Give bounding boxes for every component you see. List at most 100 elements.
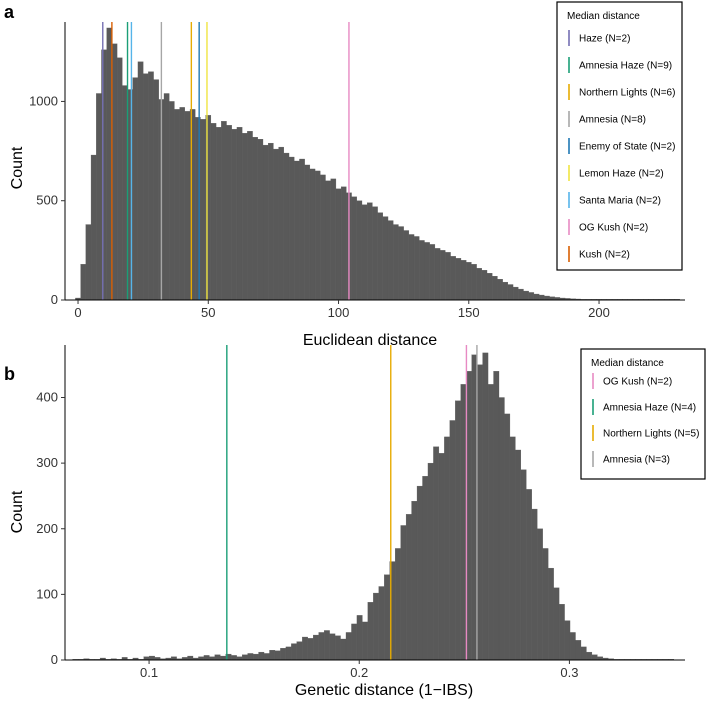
histogram-bar [242, 654, 248, 661]
histogram-bar [544, 295, 550, 301]
x-axis-title-a: Euclidean distance [303, 332, 437, 349]
histogram-bar [302, 636, 308, 661]
histogram-bar [179, 107, 185, 301]
histogram-bar [356, 200, 363, 301]
legend-entry-label: Santa Maria (N=2) [579, 196, 661, 207]
histogram-bar [329, 633, 336, 661]
histogram-bar [323, 630, 330, 661]
histogram-bar [558, 604, 565, 661]
legend-entry-label: Lemon Haze (N=2) [579, 169, 664, 180]
histogram-bar [455, 400, 461, 661]
histogram-bar [382, 216, 389, 301]
histogram-bar [335, 188, 342, 301]
histogram-bar [476, 268, 482, 301]
panel-a: a 0 50 100 150 200 0 500 1000 Euclidean distanc… [4, 1, 685, 349]
histogram-bar [515, 449, 522, 661]
panel-b: b 0.1 0.2 0.3 0 100 200 300 400 Genetic distanc… [4, 345, 706, 699]
x-tick-label: 200 [588, 305, 610, 320]
histogram-bar [476, 364, 483, 661]
histogram-bar [487, 384, 494, 661]
histogram-bar [307, 638, 314, 661]
histogram-bar [149, 655, 155, 661]
histogram-bar [497, 278, 503, 301]
histogram-bar [580, 646, 587, 661]
y-tick-label: 1000 [29, 93, 58, 108]
x-tick-label: 0.3 [560, 665, 578, 680]
y-tick-label: 300 [36, 455, 58, 470]
histogram-bar [143, 73, 149, 301]
x-tick-label: 50 [201, 305, 215, 320]
histogram-bar [434, 248, 441, 301]
histogram-bar [378, 586, 385, 661]
legend-a: Median distance Haze (N=2) Amnesia Haze (N… [556, 1, 683, 271]
histogram-bar [184, 111, 191, 301]
histogram-bar [200, 119, 206, 301]
histogram-bar [433, 446, 440, 661]
histogram-bar [384, 574, 390, 661]
histogram-bar [523, 290, 529, 301]
histogram-bar [221, 121, 227, 301]
legend-entry-label: Amnesia Haze (N=9) [579, 61, 672, 72]
panel-label-a: a [4, 2, 15, 22]
histogram-bar [419, 240, 425, 301]
histogram-bar [507, 284, 514, 301]
histogram-bar [403, 230, 410, 301]
histogram-bar [455, 258, 462, 301]
histogram-bar [210, 123, 217, 301]
y-tick-label: 0 [51, 652, 58, 667]
histogram-bar [548, 567, 554, 661]
y-tick-label: 200 [36, 521, 58, 536]
x-tick-label: 100 [328, 305, 350, 320]
histogram-bar [80, 264, 86, 301]
histogram-bar [398, 226, 404, 301]
histogram-bar [325, 180, 331, 301]
histogram-bar [387, 220, 394, 301]
histogram-bar [247, 653, 254, 661]
y-tick-label: 400 [36, 390, 58, 405]
histogram-bar [367, 602, 374, 661]
histogram-bar [460, 260, 467, 301]
histogram-bar [533, 293, 540, 301]
legend-title: Median distance [591, 358, 664, 369]
legend-entry-label: Northern Lights (N=5) [603, 429, 699, 440]
histogram-bar [393, 224, 399, 301]
axes-b: 0.1 0.2 0.3 0 100 200 300 400 [36, 345, 685, 680]
histogram-bar [351, 196, 357, 301]
histogram-bar [509, 436, 516, 661]
histogram-bar [512, 286, 519, 301]
histogram-bar [422, 476, 429, 661]
histogram-bar [575, 640, 582, 661]
histogram-bar [416, 485, 423, 661]
histogram-bar [518, 288, 524, 301]
histogram-bar [174, 109, 180, 301]
histogram-bar [361, 204, 368, 301]
histogram-bar [569, 632, 576, 661]
x-tick-label: 0.1 [140, 665, 158, 680]
histogram-bar [252, 137, 258, 301]
histogram-bar [247, 131, 253, 301]
histogram-bar [486, 273, 493, 301]
histogram-bar [444, 436, 450, 661]
legend-entry-label: Amnesia Haze (N=4) [603, 403, 696, 414]
histogram-bar [288, 156, 295, 301]
histogram-bar [482, 352, 489, 661]
median-lines-b [226, 345, 478, 660]
histogram-bar [413, 236, 420, 301]
histogram-bar [405, 514, 412, 661]
histogram-bar [340, 186, 347, 301]
histogram-bar [231, 655, 237, 661]
histogram-bar [438, 453, 445, 661]
histogram-bar [187, 655, 194, 661]
histogram-bar [231, 129, 238, 301]
histogram-bar [591, 654, 598, 661]
histogram-bar [362, 621, 369, 661]
histogram-bar [203, 655, 210, 661]
histogram-bar [313, 634, 319, 661]
histogram-bar [318, 632, 325, 661]
histogram-bar [296, 641, 303, 661]
y-tick-label: 0 [51, 292, 58, 307]
histogram-bar [408, 234, 415, 301]
legend-entry-label: OG Kush (N=2) [579, 223, 648, 234]
legend-entry-label: OG Kush (N=2) [603, 377, 672, 388]
